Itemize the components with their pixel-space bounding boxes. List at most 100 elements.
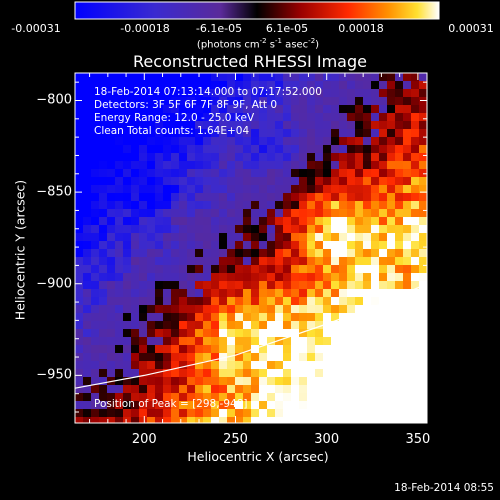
heatmap-cell [275,193,284,202]
heatmap-cell [259,297,268,306]
heatmap-cell [227,169,236,178]
heatmap-cell [251,361,260,370]
heatmap-cell [83,137,92,146]
heatmap-cell [203,281,212,290]
heatmap-cell [147,273,156,282]
heatmap-cell [307,417,316,423]
heatmap-cell [99,209,108,218]
heatmap-cell [251,337,260,346]
heatmap-cell [259,169,268,178]
heatmap-cell [275,241,284,250]
heatmap-cell [83,281,92,290]
heatmap-cell [123,369,132,378]
heatmap-cell [267,337,276,346]
heatmap-cell [339,393,348,402]
heatmap-cell [219,161,228,170]
heatmap-cell [355,313,364,322]
heatmap-cell [211,81,220,90]
heatmap-cell [171,249,180,258]
heatmap-cell [179,401,188,410]
heatmap-cell [339,105,348,114]
heatmap-cell [187,89,196,98]
heatmap-cell [243,289,252,298]
heatmap-cell [75,409,84,418]
heatmap-cell [283,353,292,362]
heatmap-cell [107,89,116,98]
heatmap-cell [275,217,284,226]
heatmap-cell [323,89,332,98]
heatmap-cell [91,361,100,370]
heatmap-cell [267,385,276,394]
heatmap-cell [347,329,356,338]
heatmap-cell [275,209,284,218]
heatmap-cell [171,369,180,378]
heatmap-cell [347,321,356,330]
heatmap-cell [283,81,292,90]
heatmap-cell [299,169,308,178]
heatmap-cell [419,201,427,210]
heatmap-cell [379,321,388,330]
heatmap-cell [267,289,276,298]
heatmap-cell [267,273,276,282]
heatmap-cell [195,377,204,386]
heatmap-cell [123,249,132,258]
heatmap-cell [379,153,388,162]
heatmap-cell [259,209,268,218]
heatmap-cell [275,377,284,386]
heatmap-cell [403,257,412,266]
heatmap-cell [403,145,412,154]
heatmap-cell [299,113,308,122]
heatmap-cell [419,121,427,130]
heatmap-cell [163,209,172,218]
heatmap-cell [131,417,140,423]
heatmap-cell [163,129,172,138]
heatmap-cell [307,97,316,106]
heatmap-cell [211,297,220,306]
heatmap-cell [259,345,268,354]
heatmap-cell [347,113,356,122]
heatmap-cell [347,273,356,282]
heatmap-cell [419,321,427,330]
heatmap-cell [251,145,260,154]
heatmap-cell [251,409,260,418]
heatmap-cell [107,145,116,154]
heatmap-cell [355,361,364,370]
heatmap-cell [75,345,84,354]
heatmap-cell [83,329,92,338]
heatmap-cell [251,313,260,322]
clean-counts-label: Clean Total counts: 1.64E+04 [94,125,250,137]
heatmap-cell [315,137,324,146]
heatmap-cell [315,281,324,290]
heatmap-cell [283,145,292,154]
heatmap-cell [243,345,252,354]
heatmap-cell [291,105,300,114]
heatmap-cell [315,145,324,154]
heatmap-cell [307,385,316,394]
heatmap-cell [315,337,324,346]
heatmap-cell [139,377,148,386]
heatmap-cell [403,209,412,218]
heatmap-cell [203,297,212,306]
heatmap-cell [371,121,380,130]
heatmap-cell [355,209,364,218]
heatmap-cell [323,417,332,423]
heatmap-cell [275,329,284,338]
heatmap-cell [315,345,324,354]
heatmap-cell [203,217,212,226]
heatmap-cell [123,345,132,354]
heatmap-cell [411,169,420,178]
heatmap-cell [379,137,388,146]
heatmap-cell [179,169,188,178]
heatmap-cell [315,129,324,138]
heatmap-cell [115,225,124,234]
heatmap-cell [99,161,108,170]
heatmap-cell [243,233,252,242]
heatmap-cell [419,137,427,146]
heatmap-cell [339,185,348,194]
heatmap-cell [379,409,388,418]
heatmap-cell [91,401,100,410]
heatmap-cell [155,377,164,386]
heatmap-cell [331,193,340,202]
heatmap-cell [75,417,84,423]
heatmap-cell [91,273,100,282]
